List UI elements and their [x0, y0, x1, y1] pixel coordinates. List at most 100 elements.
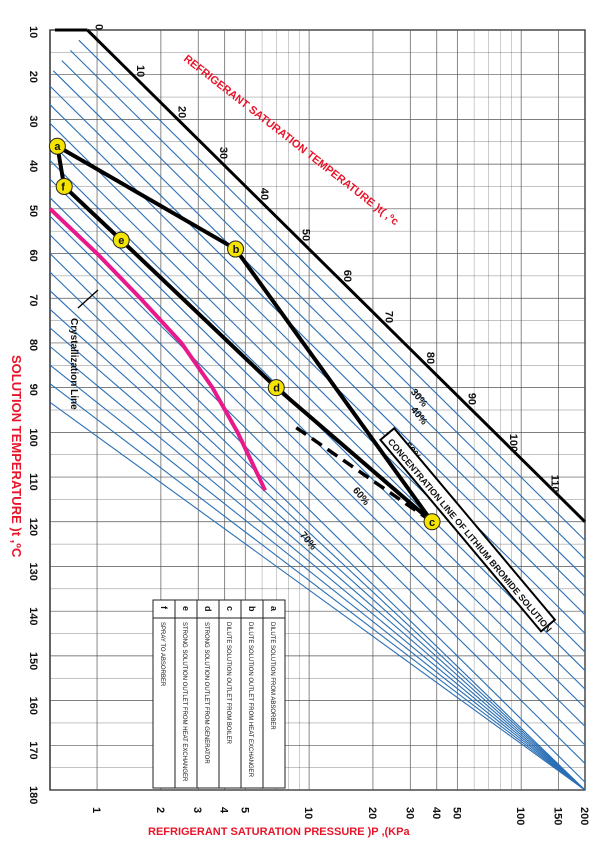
state-point-label: d [273, 383, 280, 395]
legend-key: a DILUTE SOLUTION FROM ABSORBER b DILUTE SO… [152, 599, 286, 789]
state-points: a b c d e f [48, 137, 441, 531]
concentration-line [49, 327, 586, 791]
grid [49, 29, 586, 791]
state-point-c [423, 513, 441, 531]
diag-tick-label: 60 [341, 270, 353, 282]
y-axis-title: REFRIGERANT SATURATION PRESSURE )P ,(KPa [148, 826, 410, 838]
y-tick-label: 1 [90, 807, 102, 813]
x-tick-label: 110 [27, 473, 39, 491]
x-tick-label: 150 [27, 652, 39, 670]
saturation-temperature-axis: 0 10 20 30 40 50 60 70 80 90 100 110 120 [55, 24, 593, 534]
y-tick-label: 30 [403, 807, 415, 819]
state-point-d [267, 379, 285, 397]
diag-tick-label: 30 [217, 147, 229, 159]
concentration-line [49, 197, 586, 727]
x-tick-label: 130 [27, 562, 39, 580]
crystallization-pointer [77, 289, 99, 309]
diag-tick-label: 120 [590, 516, 593, 534]
crystallization-label: Crystallization Line [68, 318, 79, 410]
concentration-line [69, 50, 586, 560]
y-tick-label: 10 [302, 807, 314, 819]
x-tick-label: 170 [27, 741, 39, 759]
x-tick-label: 40 [27, 160, 39, 172]
saturation-line [86, 28, 587, 523]
x-tick-label: 10 [27, 26, 39, 38]
state-point-label: e [118, 235, 124, 247]
x-tick-label: 160 [27, 697, 39, 715]
concentration-line [49, 234, 586, 764]
key-desc: DILUTE SOLUTION OUTLET FROM HEAT EXCHANG… [247, 622, 253, 778]
key-table: a DILUTE SOLUTION FROM ABSORBER b DILUTE SO… [152, 599, 286, 789]
key-letter: a [269, 606, 279, 612]
key-desc: DILUTE SOLUTION FROM ABSORBER [269, 622, 275, 730]
y-tick-label: 200 [578, 807, 590, 825]
key-letter: d [203, 606, 213, 612]
key-desc-cell [152, 617, 176, 789]
diag-tick-label: 100 [507, 434, 519, 452]
diag-tick-label: 110 [549, 475, 561, 493]
concentration-line [49, 271, 586, 791]
cycle-dashed-line [295, 426, 434, 524]
concentration-line [49, 346, 586, 791]
state-point-a [48, 137, 66, 155]
state-point-label: a [54, 141, 61, 153]
state-point-e [112, 231, 130, 249]
y-tick-label: 4 [218, 807, 230, 814]
key-letter: b [247, 606, 257, 612]
diag-tick-label: 10 [134, 65, 146, 77]
x-tick-label: 90 [27, 384, 39, 396]
concentration-line [49, 308, 586, 791]
key-letter: f [159, 606, 169, 610]
state-point-label: b [233, 244, 240, 256]
y-tick-label: 50 [450, 807, 462, 819]
concentration-line [49, 215, 586, 746]
diag-tick-label: 50 [300, 229, 312, 241]
concentration-line [61, 60, 586, 578]
x-tick-label: 20 [27, 71, 39, 83]
concentration-line [49, 85, 586, 616]
x-axis-title: SOLUTION TEMPERATURE )t ,ºC [9, 355, 24, 558]
diag-tick-label: 70 [383, 311, 395, 323]
state-point-label: c [429, 517, 435, 529]
y-tick-label: 40 [430, 807, 442, 819]
diag-tick-label: 0 [92, 24, 104, 30]
crystallization-curve [48, 207, 267, 492]
key-desc: DILUTE SOLUTION OUTLET FROM BOILER [225, 622, 231, 745]
x-tick-label: 50 [27, 205, 39, 217]
diag-tick-label: 90 [466, 393, 478, 405]
state-point-b [227, 240, 245, 258]
concentration-line [49, 364, 586, 791]
crystallization-line [48, 207, 267, 492]
x-tick-label: 70 [27, 294, 39, 306]
key-desc: STRONG SOLUTION OUTLET FROM GENERATOR [203, 622, 209, 764]
state-point-label: f [61, 181, 65, 193]
x-tick-label: 100 [27, 428, 39, 446]
x-tick-label: 60 [27, 250, 39, 262]
x-tick-label: 140 [27, 607, 39, 625]
key-desc: SPRAY TO ABSORBER [159, 622, 165, 687]
concentration-box-frame [378, 426, 557, 633]
state-point-f [55, 177, 73, 195]
key-letter: c [225, 606, 235, 611]
concentration-line [52, 70, 586, 597]
axis-ticks: 1020304050607080901001101201301401501601… [27, 26, 590, 825]
concentration-line [49, 383, 586, 791]
concentration-line [49, 253, 586, 783]
diag-tick-label: 80 [424, 352, 436, 364]
diag-tick-label: 40 [258, 188, 270, 200]
concentration-line [49, 141, 586, 671]
y-tick-label: 150 [552, 807, 564, 825]
x-tick-label: 180 [27, 786, 39, 804]
y-tick-label: 100 [514, 807, 526, 825]
y-tick-label: 20 [366, 807, 378, 819]
x-tick-label: 30 [27, 115, 39, 127]
concentration-line [49, 290, 586, 791]
concentration-line [49, 401, 586, 791]
key-desc: STRONG SOLUTION OUTLET FROM HEAT EXCHANG… [181, 622, 187, 782]
key-letter-cell [152, 599, 176, 619]
x-tick-label: 120 [27, 518, 39, 536]
y-tick-label: 2 [154, 807, 166, 813]
x-tick-label: 80 [27, 339, 39, 351]
key-letter: e [181, 606, 191, 611]
